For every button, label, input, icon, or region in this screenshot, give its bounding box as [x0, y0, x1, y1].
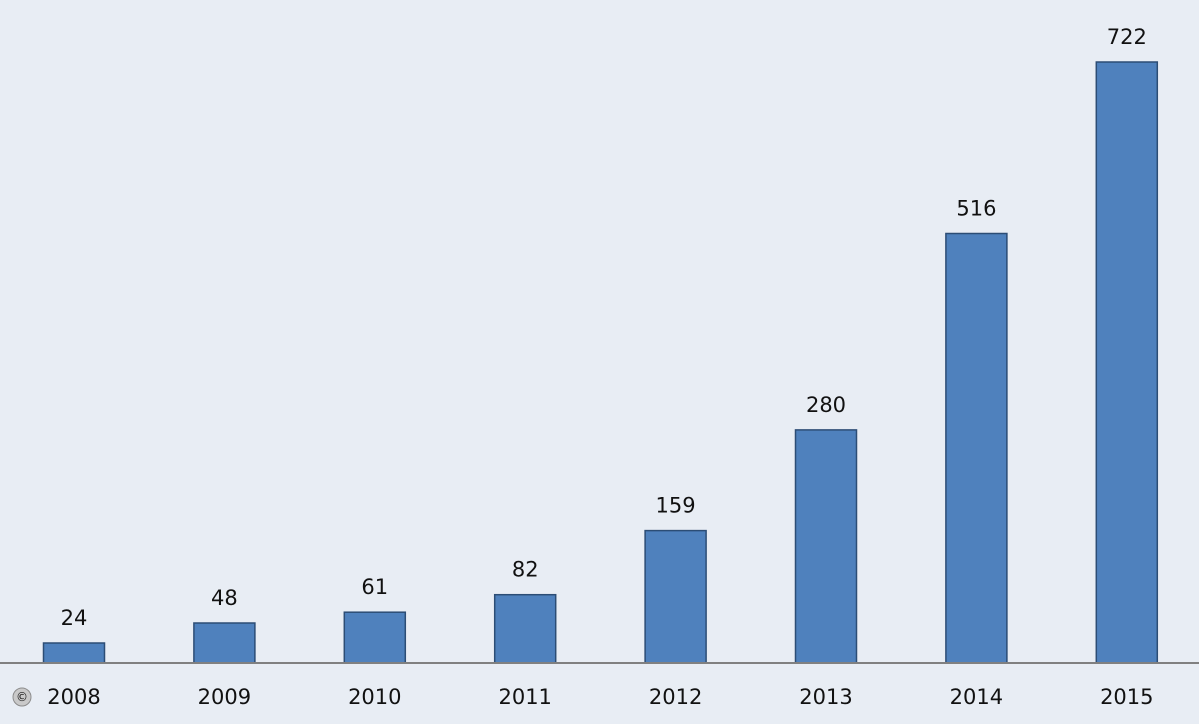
data-label-2015: 722 [1107, 25, 1147, 49]
data-label-2010: 61 [361, 575, 388, 599]
data-label-group: 24 48 61 82 159 280 516 722 [61, 25, 1147, 630]
bar-2010 [343, 611, 407, 664]
bar-2011 [493, 593, 557, 664]
bar-group [42, 61, 1159, 664]
data-label-2014: 516 [956, 197, 996, 221]
data-label-2011: 82 [512, 558, 539, 582]
data-label-2008: 24 [61, 606, 88, 630]
data-label-2009: 48 [211, 586, 238, 610]
x-tick-label-group: 2008 2009 2010 2011 2012 2013 2014 2015 [47, 685, 1153, 709]
x-tick-label-2010: 2010 [348, 685, 401, 709]
data-label-2012: 159 [656, 494, 696, 518]
x-tick-label-2011: 2011 [498, 685, 551, 709]
bar-2009 [193, 622, 256, 664]
x-tick-label-2014: 2014 [950, 685, 1003, 709]
bar-2015 [1095, 61, 1159, 664]
bar-2012 [644, 529, 707, 664]
bar-2008 [42, 642, 106, 664]
x-tick-label-2015: 2015 [1100, 685, 1153, 709]
bar-2014 [945, 232, 1008, 664]
data-label-2013: 280 [806, 393, 846, 417]
x-tick-label-2009: 2009 [198, 685, 251, 709]
x-tick-label-2013: 2013 [799, 685, 852, 709]
copyright-icon: © [12, 687, 32, 707]
x-tick-label-2008: 2008 [47, 685, 100, 709]
copyright-glyph: © [16, 690, 28, 704]
x-tick-label-2012: 2012 [649, 685, 702, 709]
bar-2013 [794, 429, 858, 664]
